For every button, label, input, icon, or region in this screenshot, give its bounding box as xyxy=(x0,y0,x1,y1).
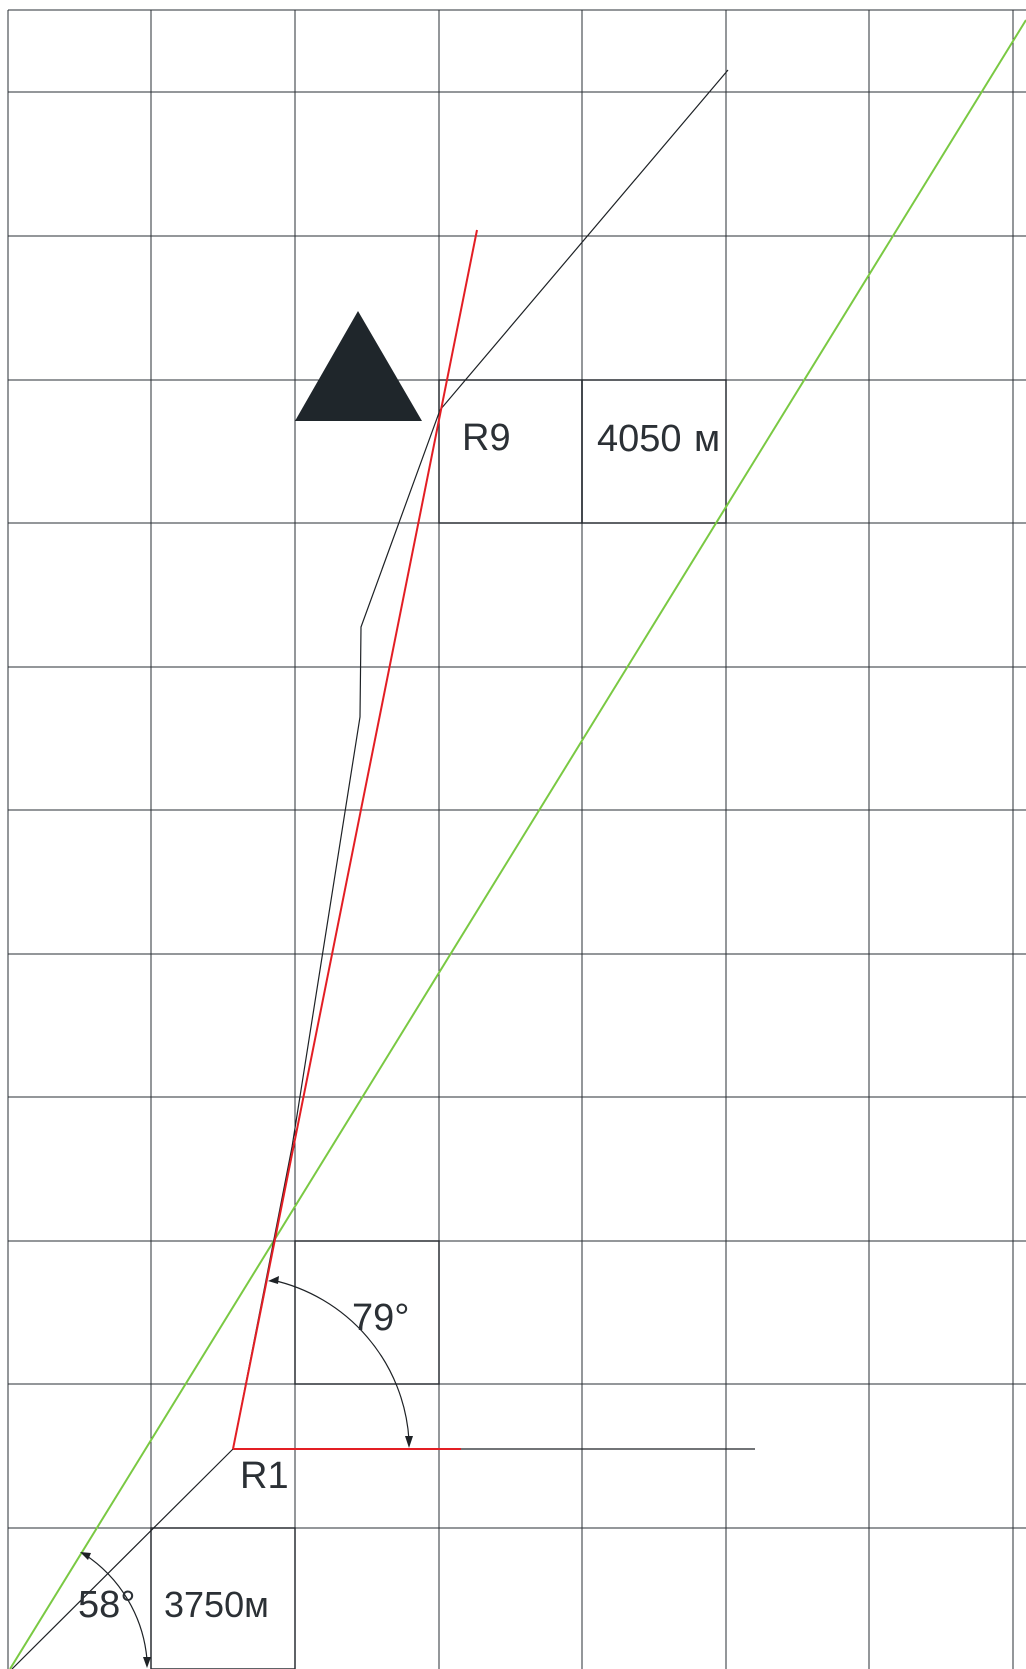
red-bearing-line xyxy=(232,229,478,1450)
angle-cell xyxy=(294,1240,440,1385)
arrowhead-icon xyxy=(80,1552,91,1560)
r1-label: R1 xyxy=(240,1455,289,1497)
grid xyxy=(7,9,1026,1669)
arrowhead-icon xyxy=(268,1276,279,1284)
angle-arc-79 xyxy=(271,1279,410,1441)
arrowhead-icon xyxy=(405,1436,413,1448)
distance-r9-cell xyxy=(581,379,727,524)
angle-bottom-label: 58° xyxy=(78,1584,135,1626)
distance-r1-label: 3750м xyxy=(164,1584,269,1625)
distance-r9-value: 4050 xyxy=(597,418,682,460)
r9-label: R9 xyxy=(462,417,511,459)
triangle-landmark-icon xyxy=(295,311,422,421)
flight-track xyxy=(11,69,729,1669)
label-cells xyxy=(150,379,727,1669)
arrowhead-icon xyxy=(143,1657,151,1668)
angle-arc-58 xyxy=(83,1553,148,1661)
green-bearing-line xyxy=(9,19,1026,1669)
distance-r1-cell xyxy=(150,1527,296,1669)
distance-r9-unit: м xyxy=(694,418,720,460)
angle-r1-label: 79° xyxy=(352,1297,409,1339)
